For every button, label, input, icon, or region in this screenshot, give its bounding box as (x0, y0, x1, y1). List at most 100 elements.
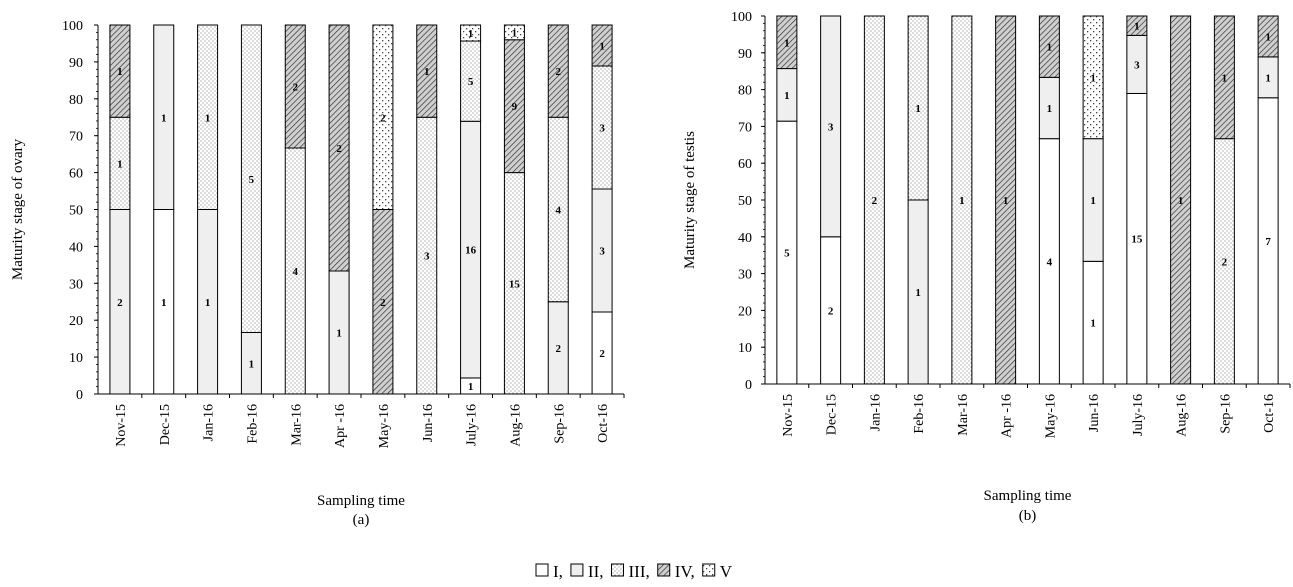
x-axis-title: Sampling time (317, 493, 405, 509)
bar-segment-stage-IV (995, 15, 1017, 385)
y-tick-label: 50 (69, 204, 83, 219)
data-label: 1 (161, 112, 167, 124)
chart-a: 0102030405060708090100211Nov-1511Dec-151… (10, 19, 625, 528)
data-label: 4 (556, 205, 562, 217)
bar-segment-stage-IV (1038, 15, 1060, 78)
data-label: 1 (424, 66, 430, 78)
bar-segment-stage-II (820, 15, 842, 238)
data-label: 3 (1134, 59, 1140, 71)
data-label: 1 (1090, 72, 1096, 84)
y-tick-label: 10 (69, 351, 83, 366)
data-label: 9 (512, 101, 518, 113)
x-tick-label: Jun-16 (421, 404, 436, 442)
data-label: 2 (293, 82, 299, 94)
data-label: 1 (1090, 318, 1096, 330)
y-tick-label: 80 (69, 93, 83, 108)
bar-stack-Jun-16: 1 1 1 (1082, 15, 1104, 385)
y-axis-title: Maturity stage of testis (682, 131, 698, 269)
data-label: 3 (599, 123, 605, 135)
x-tick-label: Feb-16 (245, 404, 260, 444)
data-label: 2 (599, 348, 605, 360)
charts: 0102030405060708090100211Nov-1511Dec-151… (10, 10, 1291, 528)
bar-segment-stage-IV (284, 24, 306, 149)
y-tick-label: 50 (738, 194, 752, 209)
data-label: 1 (1222, 72, 1228, 84)
x-tick-label: Apr -16 (1000, 394, 1015, 438)
data-label: 1 (1265, 72, 1271, 84)
bar-segment-stage-IV (1170, 15, 1192, 385)
data-label: 3 (424, 251, 430, 263)
x-tick-label: Jan-16 (202, 404, 217, 441)
bar-segment-stage-IV (1257, 15, 1279, 58)
data-label: 2 (336, 143, 342, 155)
bar-segment-stage-V (503, 24, 525, 41)
bar-stack-Feb-16: 15 (240, 24, 262, 395)
y-tick-label: 60 (738, 157, 752, 172)
data-label: 2 (380, 112, 386, 124)
data-label: 1 (1090, 195, 1096, 207)
legend-label-III: III, (629, 562, 650, 581)
data-label: 1 (468, 28, 474, 40)
data-label: 1 (784, 37, 790, 49)
legend-label-V: V (720, 562, 733, 581)
legend-swatch-III (611, 563, 624, 577)
bar-stack-May-16: 4 1 1 (1038, 15, 1060, 385)
legend-swatch-II (570, 563, 584, 577)
y-tick-label: 80 (738, 84, 752, 99)
data-label: 4 (1047, 256, 1053, 268)
data-label: 5 (784, 248, 790, 260)
x-tick-label: July-16 (465, 404, 480, 446)
data-label: 1 (161, 297, 167, 309)
data-label: 16 (465, 245, 477, 257)
bar-stack-Mar-16: 42 (284, 24, 306, 395)
data-label: 2 (556, 343, 562, 355)
y-axis-title: Maturity stage of ovary (10, 138, 26, 280)
data-label: 2 (380, 297, 386, 309)
data-label: 4 (293, 266, 299, 278)
x-tick-label: Sep-16 (552, 404, 567, 444)
bar-stack-Jan-16: 2 (863, 15, 885, 385)
data-label: 2 (828, 305, 834, 317)
data-label: 1 (205, 112, 211, 124)
data-label: 1 (205, 297, 211, 309)
x-tick-label: Dec-15 (158, 404, 173, 445)
data-label: 2 (872, 195, 878, 207)
bar-segment-stage-IV (547, 24, 569, 118)
data-label: 1 (336, 328, 342, 340)
y-tick-label: 0 (745, 378, 752, 393)
legend-swatch-V (702, 563, 716, 577)
bar-segment-stage-III (907, 15, 929, 201)
bar-stack-Oct-16: 2 3 3 1 (591, 24, 613, 395)
data-label: 1 (915, 103, 921, 115)
data-label: 3 (828, 121, 834, 133)
data-label: 1 (1047, 103, 1053, 115)
bar-segment-stage-IV (1126, 15, 1148, 36)
panel-caption: (b) (1019, 508, 1037, 524)
data-label: 7 (1265, 236, 1271, 248)
data-label: 1 (117, 158, 123, 170)
x-tick-label: Oct-16 (596, 404, 611, 443)
bar-segment-stage-IV (1213, 15, 1235, 140)
y-tick-label: 20 (69, 314, 83, 329)
bar-stack-Feb-16: 11 (907, 15, 929, 385)
data-label: 1 (1178, 195, 1184, 207)
x-tick-label: Jun-16 (1087, 394, 1102, 432)
y-tick-label: 60 (69, 167, 83, 182)
bar-stack-Oct-16: 7 1 1 (1257, 15, 1279, 385)
y-tick-label: 0 (76, 388, 83, 403)
bar-segment-stage-IV (776, 15, 798, 70)
bar-stack-Sep-16: 21 (1213, 15, 1235, 385)
bar-segment-stage-IV (328, 24, 350, 272)
x-axis-title: Sampling time (984, 488, 1072, 504)
bar-stack-Aug-16: 1 (1170, 15, 1192, 385)
bar-stack-Nov-15: 5 1 1 (776, 15, 798, 385)
y-tick-label: 90 (69, 56, 83, 71)
bar-segment-stage-III (951, 15, 973, 385)
data-label: 1 (1265, 31, 1271, 43)
bar-stack-May-16: 22 (372, 24, 394, 395)
bar-segment-stage-V (372, 24, 394, 210)
legend-label-I: I, (553, 562, 563, 581)
x-tick-label: Aug-16 (508, 404, 523, 447)
